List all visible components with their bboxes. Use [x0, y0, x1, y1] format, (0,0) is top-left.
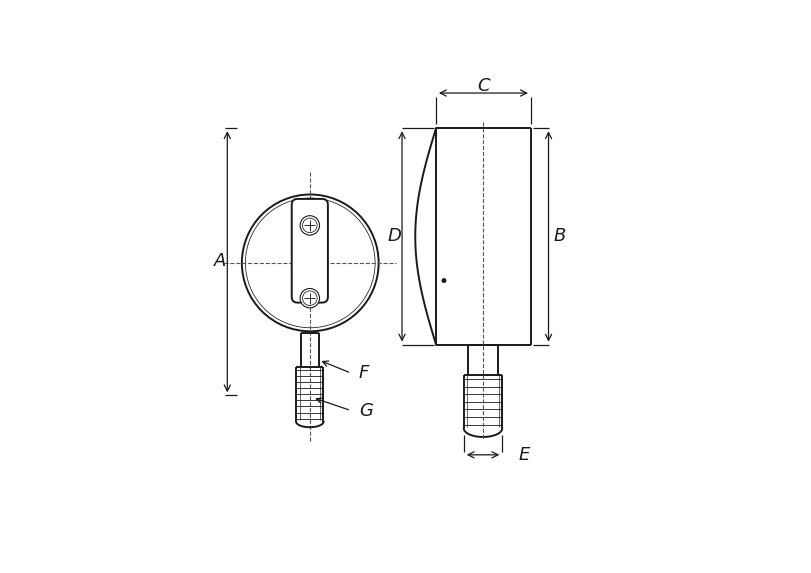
Circle shape	[300, 215, 320, 235]
Text: A: A	[213, 252, 225, 270]
Text: G: G	[358, 402, 372, 419]
FancyBboxPatch shape	[291, 199, 328, 303]
Circle shape	[442, 279, 445, 282]
Text: D: D	[387, 227, 401, 245]
Circle shape	[300, 288, 320, 308]
Text: B: B	[552, 227, 565, 245]
Text: E: E	[518, 446, 530, 464]
Text: C: C	[476, 77, 489, 95]
Text: F: F	[358, 364, 369, 382]
